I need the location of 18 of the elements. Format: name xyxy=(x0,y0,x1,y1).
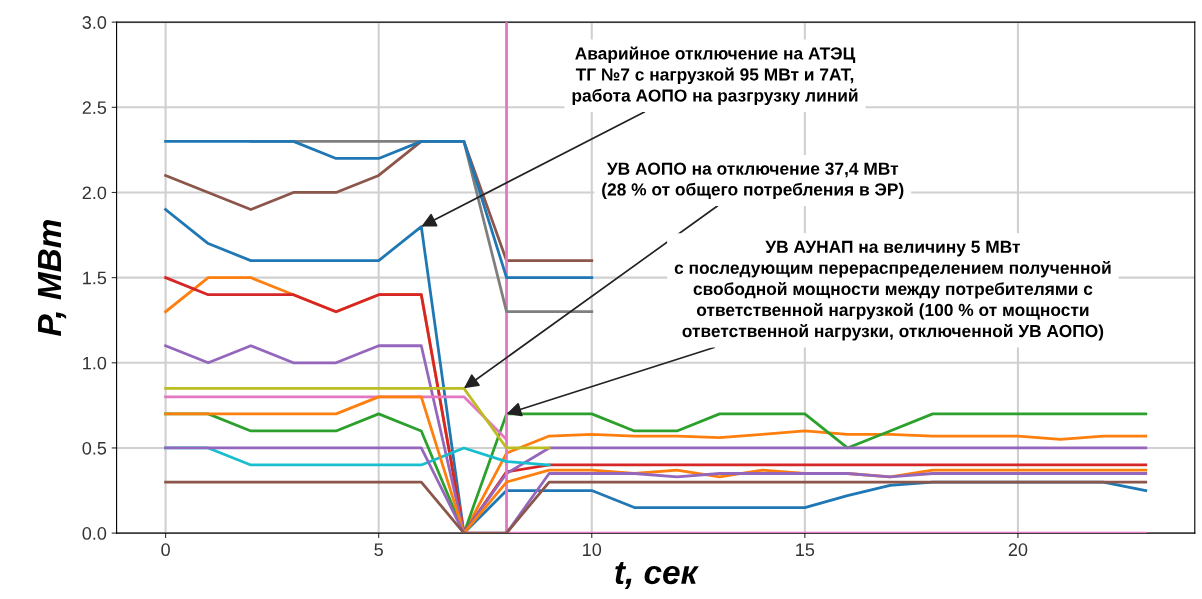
y-tick-label: 0.0 xyxy=(82,527,107,540)
y-axis-title: P, МВт xyxy=(38,220,67,337)
x-tick-label: 0 xyxy=(161,543,170,557)
y-tick-label: 3.0 xyxy=(82,16,107,29)
y-tick-label: 1.5 xyxy=(83,271,107,285)
annotation: Аварийное отключение на АТЭЦ ТГ №7 с нагрузкой 95 МВт и 7АТ, работа АОПО на разгрузку линий xyxy=(572,46,858,106)
x-tick-label: 20 xyxy=(1008,543,1028,557)
y-tick-label: 2.5 xyxy=(82,101,107,115)
annotation: УВ АОПО на отключение 37,4 МВт (28 % от общего потребления в ЭР) xyxy=(602,162,904,200)
annotation: УВ АУНАП на величину 5 МВт с последующим перераспределением полученной свободной мощности между потребителями с ответственной нагрузкой (100 % от мощности ответственной нагрузки, отключенной УВ АОПО) xyxy=(674,240,1111,341)
line-series xyxy=(164,22,1148,534)
y-tick-label: 0.5 xyxy=(82,441,107,455)
x-tick-label: 5 xyxy=(374,543,383,557)
x-axis-title: t, сек xyxy=(615,562,699,589)
y-tick-label: 2.0 xyxy=(82,186,107,200)
y-tick-label: 1.0 xyxy=(83,356,107,370)
x-tick-label: 15 xyxy=(796,543,815,557)
x-tick-label: 10 xyxy=(583,543,602,557)
